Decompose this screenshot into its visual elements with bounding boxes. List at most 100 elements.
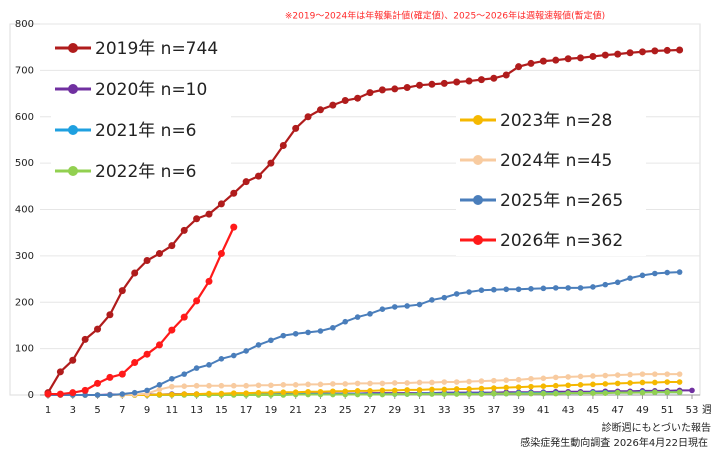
point bbox=[168, 326, 176, 334]
point bbox=[466, 391, 472, 397]
legend-label: 2025年 n=265 bbox=[500, 191, 623, 211]
point bbox=[155, 341, 163, 349]
point bbox=[317, 381, 324, 388]
point bbox=[217, 200, 225, 208]
point bbox=[169, 391, 175, 398]
point bbox=[540, 375, 547, 382]
point bbox=[429, 386, 435, 393]
x-tick-label: 43 bbox=[562, 405, 575, 416]
point bbox=[602, 390, 609, 396]
point bbox=[317, 388, 324, 395]
point bbox=[106, 311, 114, 319]
point bbox=[577, 54, 585, 62]
point bbox=[515, 63, 523, 71]
y-tick-label: 200 bbox=[15, 297, 34, 308]
point bbox=[441, 294, 448, 301]
point bbox=[391, 304, 398, 310]
x-tick-label: 29 bbox=[388, 405, 401, 416]
point bbox=[305, 388, 311, 395]
point bbox=[354, 314, 361, 320]
point bbox=[577, 285, 584, 291]
point bbox=[614, 279, 621, 286]
point bbox=[416, 387, 423, 393]
point bbox=[107, 392, 113, 398]
x-tick-label: 5 bbox=[94, 405, 100, 416]
series-line bbox=[48, 373, 680, 396]
point bbox=[119, 391, 126, 397]
point bbox=[193, 391, 200, 397]
point bbox=[676, 379, 683, 385]
point bbox=[676, 389, 683, 396]
point bbox=[155, 250, 163, 258]
legend-label: 2026年 n=362 bbox=[500, 231, 623, 251]
point bbox=[205, 210, 213, 218]
point bbox=[614, 372, 621, 378]
point bbox=[528, 375, 534, 382]
x-tick-label: 53 bbox=[686, 405, 699, 416]
point bbox=[453, 386, 460, 392]
x-tick-label: 25 bbox=[339, 405, 352, 416]
point bbox=[230, 189, 238, 197]
point bbox=[590, 381, 596, 388]
point bbox=[676, 46, 684, 54]
point bbox=[230, 352, 237, 359]
point bbox=[589, 52, 597, 60]
point bbox=[243, 390, 249, 396]
point bbox=[590, 284, 596, 290]
point bbox=[156, 386, 163, 393]
legend-marker bbox=[68, 84, 78, 94]
point bbox=[255, 389, 262, 396]
point bbox=[180, 313, 188, 321]
point bbox=[416, 81, 424, 89]
point bbox=[626, 49, 634, 57]
point bbox=[528, 286, 534, 292]
point bbox=[56, 390, 64, 398]
point bbox=[304, 113, 312, 121]
point bbox=[367, 388, 373, 394]
point bbox=[676, 371, 683, 377]
point bbox=[69, 356, 77, 364]
point bbox=[342, 388, 349, 395]
point bbox=[453, 78, 461, 86]
point bbox=[502, 71, 510, 79]
point bbox=[627, 371, 633, 378]
point bbox=[565, 390, 571, 396]
point bbox=[491, 390, 497, 397]
point bbox=[466, 378, 472, 385]
point bbox=[515, 286, 522, 293]
point bbox=[280, 389, 287, 396]
point bbox=[316, 106, 324, 114]
point bbox=[144, 387, 150, 394]
point bbox=[255, 342, 262, 348]
point bbox=[602, 381, 609, 387]
point bbox=[453, 291, 460, 297]
point bbox=[69, 389, 77, 397]
x-tick-label: 39 bbox=[512, 405, 525, 416]
point bbox=[490, 74, 498, 82]
point bbox=[118, 370, 126, 378]
point bbox=[193, 215, 201, 223]
point bbox=[540, 383, 547, 389]
point bbox=[81, 335, 89, 343]
point bbox=[466, 386, 472, 392]
series-line bbox=[48, 381, 680, 396]
point bbox=[652, 389, 658, 396]
x-tick-label: 11 bbox=[165, 405, 178, 416]
point bbox=[515, 384, 522, 390]
x-tick-label: 41 bbox=[537, 405, 550, 416]
legend-label: 2022年 n=6 bbox=[95, 162, 197, 182]
point bbox=[206, 362, 212, 368]
point bbox=[143, 350, 151, 358]
point bbox=[503, 384, 510, 391]
point bbox=[206, 382, 212, 389]
legend-marker bbox=[473, 195, 483, 205]
point bbox=[453, 391, 460, 397]
point bbox=[292, 381, 299, 388]
point bbox=[367, 311, 373, 317]
point bbox=[491, 377, 497, 384]
point bbox=[230, 390, 237, 396]
point bbox=[379, 387, 386, 394]
point bbox=[651, 47, 659, 55]
x-tick-label: 3 bbox=[70, 405, 76, 416]
point bbox=[491, 286, 497, 293]
